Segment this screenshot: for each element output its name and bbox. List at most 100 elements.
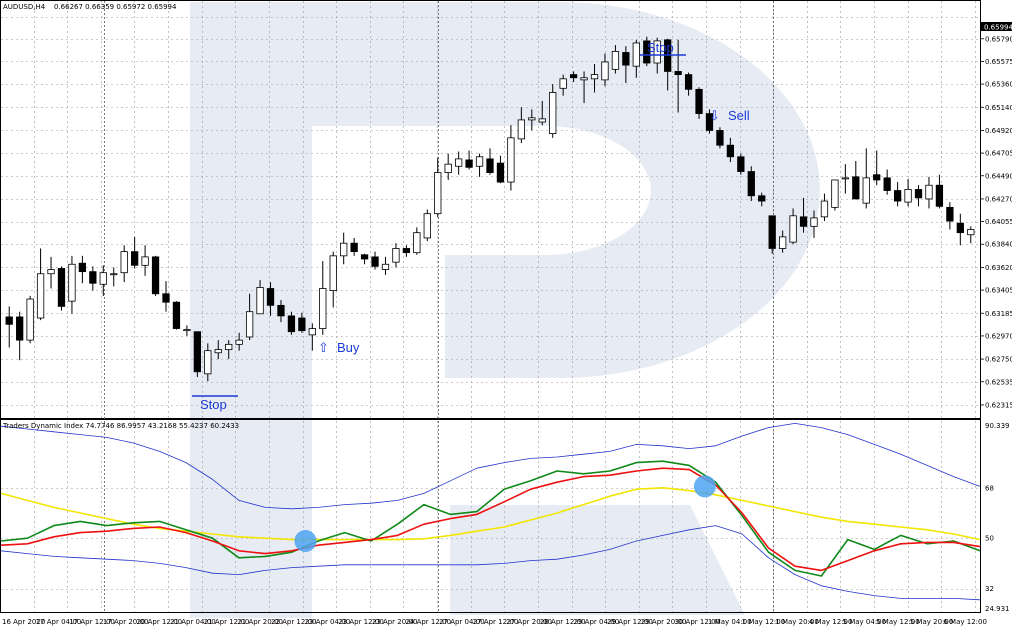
time-tick-label: 23 Apr 12:00 [338, 618, 384, 626]
time-tick-label: 16 Apr 2020 [2, 618, 45, 626]
price-tick-label: 0.62750 [985, 356, 1012, 364]
candle-bull [862, 177, 870, 204]
candle-bear [277, 304, 285, 317]
sell-arrow-icon: ⇩ [709, 108, 720, 123]
time-tick-label: 23 Apr 04:00 [305, 618, 351, 626]
sell-label: Sell [728, 108, 750, 123]
candle-bear [465, 159, 473, 168]
candle-bear [643, 40, 651, 64]
candle-bull [507, 137, 515, 183]
candle-bull [528, 117, 536, 121]
candle-bull [444, 163, 452, 173]
time-tick-label: 23 Apr 20:00 [372, 618, 418, 626]
candle-bull [611, 51, 620, 70]
candle-bull [68, 263, 76, 302]
candle-bear [684, 74, 693, 90]
candle-bear [935, 184, 944, 207]
price-tick-label: 0.64270 [985, 195, 1012, 203]
time-tick-label: 17 Apr 12:00 [69, 618, 115, 626]
candle-bull [319, 288, 327, 329]
candle-bear [726, 144, 735, 158]
price-tick-label: 0.65360 [985, 81, 1012, 89]
time-tick-label: 21 Apr 20:00 [237, 618, 283, 626]
candle-bull [538, 118, 546, 123]
candle-bull [329, 255, 337, 292]
price-tick-label: 0.64490 [985, 172, 1012, 180]
tdi-upper-band [0, 422, 981, 510]
candle-bear [893, 190, 902, 202]
time-tick-label: 5 May 04:00 [843, 618, 887, 626]
candle-bull [99, 272, 107, 285]
candle-bull [434, 172, 442, 215]
candle-bear [705, 113, 714, 131]
candle-bear [151, 256, 160, 295]
candle-bear [946, 206, 954, 222]
indicator-tick-label: 90.339 [985, 422, 1010, 430]
time-tick-label: 27 Apr 04:00 [439, 618, 485, 626]
time-tick-label: 29 Apr 12:00 [607, 618, 653, 626]
buy-label: Buy [337, 340, 360, 355]
candle-bull [632, 42, 640, 67]
candle-bull [245, 311, 254, 338]
watermark-logo [190, 2, 820, 618]
time-tick-label: 29 Apr 20:00 [641, 618, 687, 626]
watermark-stem [190, 2, 312, 618]
candle-bear [162, 293, 170, 303]
candle-bear [78, 262, 87, 273]
indicator-tick-label: 24.931 [985, 605, 1010, 613]
candle-bear [747, 171, 755, 197]
candles [5, 36, 975, 382]
time-tick-label: 5 May 20:00 [910, 618, 954, 626]
current-price-box [981, 22, 1012, 31]
stop-high-label: Stop [647, 40, 674, 55]
candle-bear [298, 317, 306, 332]
time-tick-label: 5 May 12:00 [876, 618, 920, 626]
price-axis: 0.65790 0.65575 0.65360 0.65140 0.64920 0.647… [980, 35, 1012, 409]
candle-bear [496, 162, 505, 183]
indicator-tick-label: 50 [985, 535, 994, 543]
current-price-label: 0.65994 [984, 24, 1012, 32]
candle-bull [925, 184, 933, 200]
grid [1, 1, 980, 612]
candle-bull [47, 269, 55, 275]
crossover-marker [693, 475, 716, 498]
price-tick-label: 0.63840 [985, 241, 1012, 249]
candle-bull [549, 92, 557, 135]
indicator-tick-label: 68 [985, 484, 994, 492]
price-tick-label: 0.62970 [985, 332, 1012, 340]
tdi-green-line [0, 460, 981, 577]
time-tick-label: 21 Apr 04:00 [170, 618, 216, 626]
time-tick-label: 6 May 12:00 [943, 618, 987, 626]
candle-bull [559, 78, 567, 89]
time-tick-label: 21 Apr 12:00 [204, 618, 250, 626]
price-tick-label: 0.64055 [985, 218, 1012, 226]
candle-bull [183, 329, 191, 332]
candle-bull [141, 256, 149, 266]
tdi-red-line [0, 467, 981, 572]
time-tick-label: 17 Apr 20:00 [103, 618, 149, 626]
time-tick-label: 22 Apr 12:00 [271, 618, 317, 626]
price-tick-label: 0.63405 [985, 287, 1012, 295]
candle-bull [455, 158, 463, 167]
candle-bull [789, 215, 797, 243]
candle-bear [674, 71, 682, 75]
price-tick-label: 0.62535 [985, 378, 1012, 386]
tdi-lines [0, 422, 981, 601]
candle-bull [413, 232, 421, 254]
candle-bull [580, 77, 588, 81]
time-tick-label: 17 Apr 04:00 [36, 618, 82, 626]
candle-bear [914, 189, 923, 199]
indicator-panel-frame [0, 419, 981, 613]
time-tick-label: 1 May 12:00 [742, 618, 786, 626]
candle-bear [695, 88, 703, 114]
time-tick-label: 29 Apr 04:00 [574, 618, 620, 626]
candle-bear [5, 316, 13, 325]
stop-low-label: Stop [200, 397, 227, 412]
candle-bull [26, 298, 34, 341]
candle-bull [517, 119, 525, 140]
candle-bull [381, 263, 390, 270]
candle-bull [810, 217, 818, 227]
candle-bear [486, 158, 494, 173]
candle-bear [852, 176, 860, 200]
